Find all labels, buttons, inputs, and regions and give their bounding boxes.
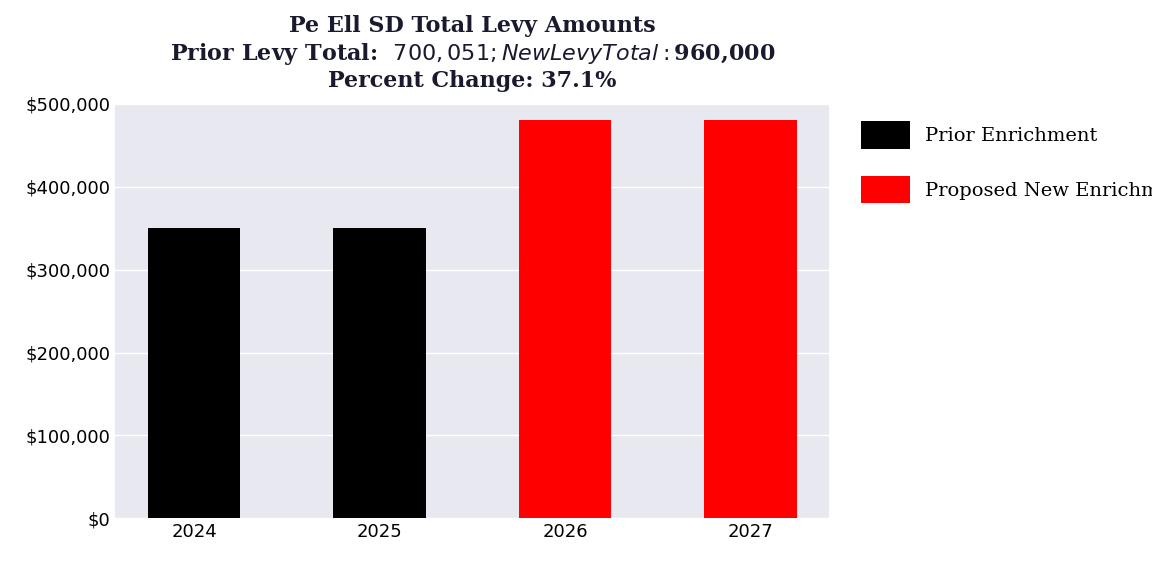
Bar xyxy=(147,228,241,518)
Bar xyxy=(518,120,612,518)
Title: Pe Ell SD Total Levy Amounts
Prior Levy Total:  $700,051; New Levy Total: $960,0: Pe Ell SD Total Levy Amounts Prior Levy … xyxy=(169,15,775,92)
Legend: Prior Enrichment, Proposed New Enrichment: Prior Enrichment, Proposed New Enrichmen… xyxy=(854,113,1152,211)
Bar xyxy=(704,120,797,518)
Bar xyxy=(333,228,426,518)
